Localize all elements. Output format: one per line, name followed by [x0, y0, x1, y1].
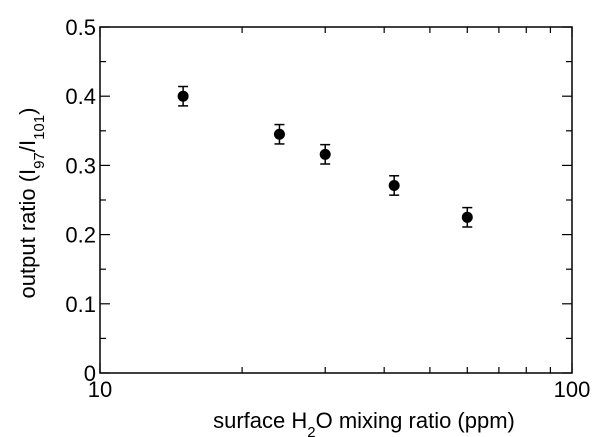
- y-tick-label: 0.5: [65, 15, 96, 40]
- data-point-marker: [177, 90, 189, 102]
- x-tick-label: 100: [554, 377, 591, 402]
- y-tick-label: 0.2: [65, 223, 96, 248]
- y-axis-title-s1: 97: [31, 152, 48, 169]
- y-tick-label: 0.4: [65, 84, 96, 109]
- y-tick-label: 0.1: [65, 292, 96, 317]
- y-tick-label: 0.3: [65, 153, 96, 178]
- plot-frame: [99, 26, 573, 374]
- x-axis-title-after: O mixing ratio (ppm): [316, 408, 515, 433]
- y-axis-title-s2: 101: [31, 115, 48, 140]
- y-axis-ticks: [100, 26, 572, 374]
- y-axis-title-t3: ): [15, 108, 40, 115]
- data-point-group: [319, 143, 331, 165]
- x-axis-title-sub: 2: [307, 424, 315, 437]
- y-axis-title: output ratio (I97/I101): [15, 108, 48, 299]
- x-axis-ticks: [99, 27, 573, 373]
- data-point-marker: [461, 211, 473, 223]
- x-axis-title: surface H2O mixing ratio (ppm): [213, 408, 515, 437]
- data-point-marker: [273, 128, 285, 140]
- y-axis-title-t1: output ratio (I: [15, 169, 40, 299]
- x-axis-tick-labels: 10 100: [88, 377, 591, 402]
- data-point-group: [177, 85, 189, 107]
- data-point-marker: [388, 179, 400, 191]
- data-point-group: [461, 206, 473, 228]
- y-axis-title-t2: /I: [15, 140, 40, 152]
- data-points: [177, 85, 473, 228]
- y-axis-tick-labels: 0 0.1 0.2 0.3 0.4 0.5: [65, 15, 96, 386]
- plot-border: [99, 26, 573, 374]
- data-point-group: [273, 123, 285, 145]
- data-point-marker: [319, 148, 331, 160]
- x-axis-title-before: surface H: [213, 408, 307, 433]
- y-tick-label: 0: [84, 361, 96, 386]
- data-point-group: [388, 175, 400, 196]
- x-tick-label: 10: [88, 377, 112, 402]
